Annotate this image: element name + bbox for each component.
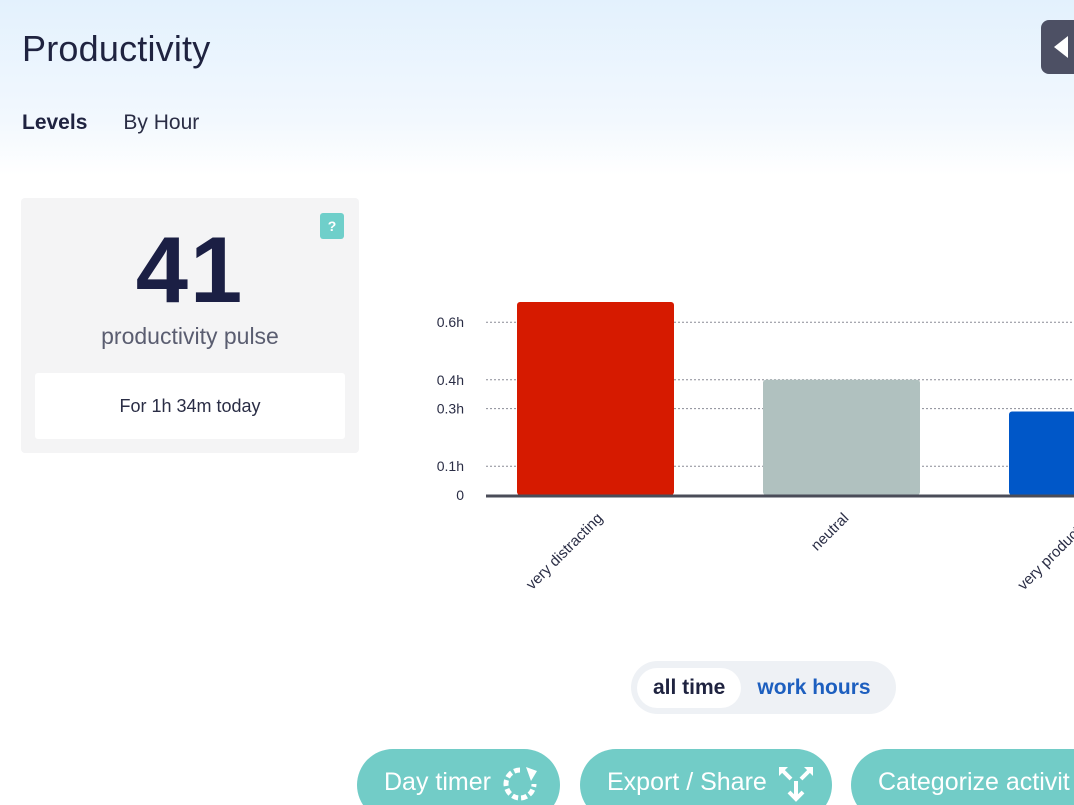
y-tick-label: 0 [456, 487, 464, 503]
levels-bar-chart: 0 0.1h 0.3h 0.4h 0.6h very distracting neutral… [380, 190, 1074, 630]
page-title: Productivity [22, 28, 211, 69]
y-tick-label: 0.4h [437, 372, 464, 388]
export-icon [778, 767, 813, 802]
chart-svg: 0 0.1h 0.3h 0.4h 0.6h very distracting neutral… [437, 302, 1074, 594]
y-tick-label: 0.3h [437, 401, 464, 417]
categorize-label: Categorize activit [878, 768, 1070, 796]
productivity-pulse-card: ? 41 productivity pulse For 1h 34m today [21, 198, 359, 453]
help-icon[interactable]: ? [320, 213, 344, 239]
tab-by-hour[interactable]: By Hour [123, 111, 200, 134]
export-share-label: Export / Share [607, 768, 767, 796]
range-work-hours[interactable]: work hours [757, 675, 871, 699]
export-share-button[interactable]: Export / Share [580, 749, 832, 805]
x-tick-label: very productive [1014, 510, 1074, 594]
bar [1009, 411, 1074, 495]
range-toggle: all time work hours [631, 661, 896, 714]
pulse-duration: For 1h 34m today [35, 373, 345, 439]
y-tick-label: 0.6h [437, 314, 464, 330]
bar [763, 379, 920, 495]
tab-levels[interactable]: Levels [22, 111, 88, 134]
pulse-value: 41 [135, 217, 245, 322]
day-timer-label: Day timer [384, 768, 491, 796]
range-all-time[interactable]: all time [637, 667, 742, 708]
bar [517, 302, 674, 495]
triangle-left-icon [1054, 36, 1068, 58]
categorize-activities-button[interactable]: Categorize activit [851, 749, 1074, 805]
tabs: Levels By Hour [22, 111, 199, 135]
x-tick-label: very distracting [523, 510, 606, 593]
x-tick-label: neutral [808, 510, 852, 554]
day-timer-button[interactable]: Day timer [357, 749, 560, 805]
refresh-icon [503, 767, 537, 801]
y-tick-label: 0.1h [437, 458, 464, 474]
pulse-label: productivity pulse [101, 323, 279, 349]
collapse-panel-button[interactable] [1041, 20, 1074, 74]
